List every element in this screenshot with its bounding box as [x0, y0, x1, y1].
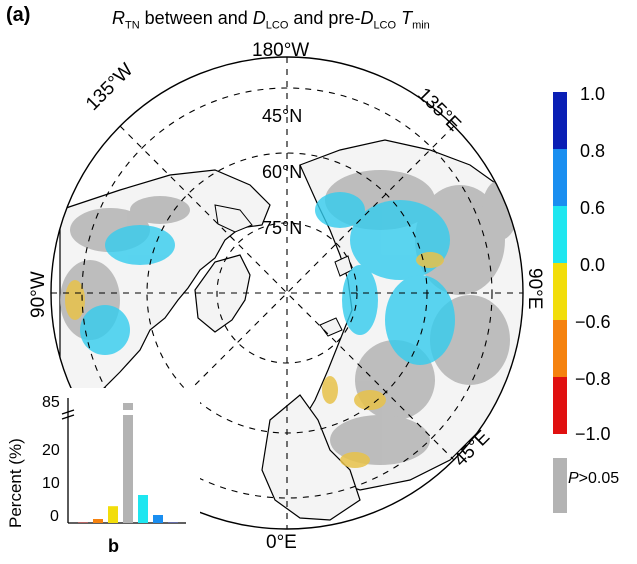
colorbar-tick: 0.6	[580, 198, 606, 218]
inset-bar	[108, 506, 118, 523]
graticule	[51, 57, 523, 529]
lat-label-75n: 75°N	[262, 218, 303, 238]
map-disc	[51, 57, 523, 529]
inset-bars	[78, 403, 178, 523]
colorbar-segment	[553, 320, 567, 377]
lat-label-45n: 45°N	[262, 106, 303, 126]
inset-ylabel: Percent (%)	[6, 438, 25, 528]
inset-bar	[138, 495, 148, 523]
negative-pixels	[65, 252, 444, 468]
title-mid1: between and	[139, 8, 253, 28]
title-t: T	[396, 8, 413, 28]
colorbar-tick: −0.8	[575, 369, 611, 389]
title-d: D	[252, 8, 266, 28]
colorbar-segment	[553, 206, 567, 263]
title-d-sub: LCO	[265, 19, 289, 32]
axis-break-mark	[61, 409, 75, 415]
bar-break-gap	[122, 410, 134, 415]
nonsig-swatch	[553, 458, 567, 513]
inset-bar	[93, 519, 103, 523]
title-r-sub: TN	[125, 19, 140, 32]
lat-label-60n: 60°N	[262, 162, 303, 182]
colorbar-segment	[553, 149, 567, 206]
inset-ytick: 10	[42, 475, 60, 492]
nonsig-label: P>0.05	[568, 470, 619, 488]
colorbar-segment	[553, 92, 567, 149]
colorbar-tick: 0.0	[580, 255, 606, 275]
colorbar-tick: −1.0	[575, 424, 611, 444]
map-boundary	[50, 56, 524, 530]
title-t-sub: min	[412, 19, 430, 32]
colorbar-segment	[553, 263, 567, 320]
axis-break-mark	[61, 414, 75, 420]
inset-background	[0, 388, 200, 564]
inset-ytick: 85	[42, 394, 60, 411]
panel-label: (a)	[6, 4, 31, 26]
inset-ytick: 0	[50, 508, 59, 525]
colorbar	[553, 92, 567, 434]
colorbar-tick: −0.6	[575, 312, 611, 332]
nonsig-label-p: P	[568, 470, 579, 487]
colorbar-tick: 0.8	[580, 141, 606, 161]
map-title: RTN between and DLCO and pre-DLCO Tmin	[112, 8, 430, 32]
lon-label-90w: 90°W	[28, 271, 49, 318]
inset-bar	[123, 403, 133, 523]
lon-label-180w: 180°W	[252, 40, 310, 61]
land-europe	[261, 394, 361, 521]
title-d2: D	[360, 8, 374, 28]
inset-ytick: 20	[42, 442, 60, 459]
lon-label-90e: 90°E	[524, 268, 545, 310]
title-d2-sub: LCO	[373, 19, 397, 32]
colorbar-tick: 1.0	[580, 84, 606, 104]
inset-label: b	[108, 536, 119, 556]
inset-bar	[153, 515, 163, 523]
colorbar-segment	[553, 377, 567, 434]
nonsig-label-rest: >0.05	[578, 470, 620, 487]
inset-bar-chart	[61, 398, 186, 524]
lon-label-0e: 0°E	[266, 532, 297, 553]
title-mid2: and pre-	[288, 8, 361, 28]
title-r: R	[112, 8, 125, 28]
